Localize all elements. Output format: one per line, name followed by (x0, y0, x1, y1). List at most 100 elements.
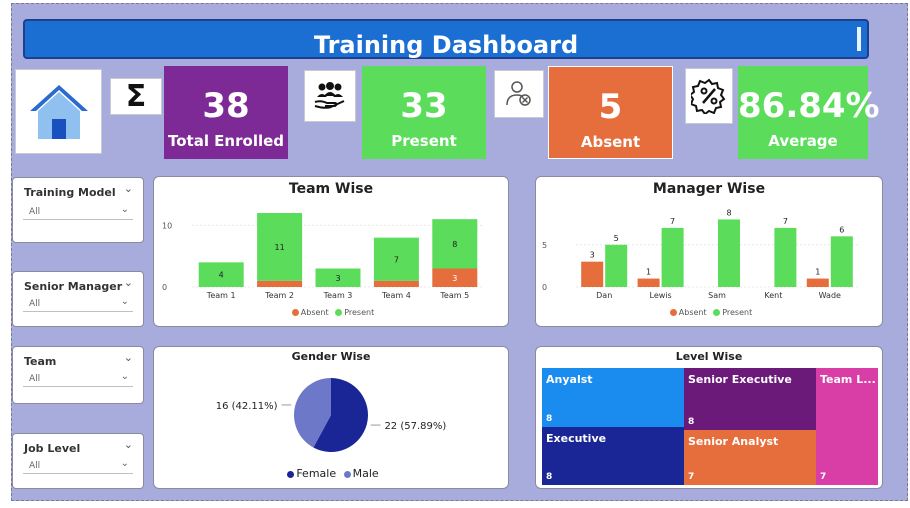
tile-value: 8 (546, 472, 553, 482)
legend-present-dot (713, 309, 721, 316)
sigma-icon: Σ (125, 78, 147, 114)
chart-title: Gender Wise (291, 350, 371, 363)
legend-absent-dot (669, 309, 677, 316)
y-tick-label: 0 (542, 283, 547, 292)
bar-absent (806, 278, 829, 287)
slicer-value: All (29, 374, 41, 384)
chart-title: Manager Wise (652, 181, 766, 197)
chevron-down-icon: ⌄ (120, 458, 129, 469)
y-tick-label: 10 (162, 221, 172, 230)
sigma-icon-box: Σ (110, 78, 162, 115)
absent-icon-box (494, 70, 544, 118)
bar-present (661, 227, 684, 287)
home-icon (29, 84, 88, 139)
kpi-absent-value: 5 (598, 87, 623, 127)
manager-wise-chart: 0 5 3 5 Dan 1 7 Lewis 8 Sam 7 Kent 1 6 Wade (542, 208, 858, 300)
slicer-team[interactable]: Team ⌄ All ⌄ (12, 346, 144, 404)
slicer-senior-manager[interactable]: Senior Manager ⌄ All ⌄ (12, 271, 144, 327)
slicer-value: All (29, 299, 41, 309)
level-wise-panel: Level Wise Anyalst 8 Executive 8 Senior … (535, 346, 883, 489)
chart-legend: Female Male (154, 467, 508, 480)
kpi-average-label: Average (768, 132, 838, 150)
kpi-average: 86.84% Average (738, 66, 880, 159)
x-tick-label: Wade (819, 291, 841, 300)
slicer-label: Training Model (24, 186, 116, 199)
manager-wise-panel: Manager Wise 0 5 3 5 Dan 1 7 Lewis 8 Sam 7 Kent 1 6 Wa… (535, 176, 883, 327)
chart-title: Team Wise (288, 181, 374, 197)
slicer-training-model[interactable]: Training Model ⌄ All ⌄ (12, 177, 144, 243)
gender-wise-chart: 22 (57.89%) 16 (42.11%) (216, 378, 446, 452)
kpi-absent-label: Absent (580, 133, 641, 151)
legend-present-label: Present (722, 308, 753, 317)
data-label: 7 (394, 255, 399, 264)
chart-title: Level Wise (675, 350, 743, 363)
bar-present (432, 219, 478, 269)
chevron-down-icon[interactable]: ⌄ (123, 182, 133, 195)
data-label: 4 (219, 271, 224, 280)
bar-absent (373, 280, 419, 287)
bar-present (198, 262, 244, 287)
slicer-dropdown[interactable]: All ⌄ (23, 204, 133, 220)
slicer-dropdown[interactable]: All ⌄ (23, 371, 133, 387)
pie-slice (294, 378, 331, 448)
x-tick-label: Team 5 (439, 291, 469, 300)
legend-absent-label: Absent (678, 308, 707, 317)
kpi-total-enrolled: 38 Total Enrolled (164, 66, 288, 159)
kpi-enrolled-value: 38 (202, 86, 250, 126)
data-label: 7 (670, 217, 675, 226)
treemap-tile-senior-executive[interactable]: Senior Executive 8 (684, 368, 816, 430)
treemap-tile-team-lead[interactable]: Team L... 7 (816, 368, 878, 485)
kpi-present-value: 33 (400, 86, 448, 126)
data-label: 8 (726, 208, 731, 217)
bar-absent (581, 261, 604, 287)
legend-present-label: Present (344, 308, 375, 317)
chevron-down-icon: ⌄ (120, 371, 129, 382)
x-tick-label: Kent (764, 291, 782, 300)
bar-present (774, 227, 797, 287)
chevron-down-icon[interactable]: ⌄ (123, 276, 133, 289)
chevron-down-icon[interactable]: ⌄ (123, 351, 133, 364)
pie-data-label: 16 (42.11%) (216, 401, 278, 412)
tile-label: Team L... (820, 373, 876, 386)
data-label: 11 (275, 243, 285, 252)
treemap-tile-anyalst[interactable]: Anyalst 8 (542, 368, 684, 427)
title-accent (857, 27, 861, 51)
data-label: 3 (590, 251, 595, 260)
bar-present (373, 237, 419, 281)
home-button[interactable] (15, 69, 102, 154)
bar-absent (637, 278, 660, 287)
kpi-average-value: 86.84% (738, 86, 880, 126)
bar-present (605, 244, 628, 287)
bar-present (257, 213, 303, 281)
chevron-down-icon: ⌄ (120, 204, 129, 215)
chart-legend: Absent Present (536, 308, 882, 317)
tile-value: 8 (688, 417, 695, 427)
slicer-job-level[interactable]: Job Level ⌄ All ⌄ (12, 433, 144, 489)
treemap-tile-senior-analyst[interactable]: Senior Analyst 7 (684, 430, 816, 485)
kpi-present: 33 Present (362, 66, 486, 159)
x-tick-label: Lewis (650, 291, 672, 300)
x-tick-label: Dan (596, 291, 612, 300)
slicer-dropdown[interactable]: All ⌄ (23, 458, 133, 474)
data-label: 5 (614, 234, 619, 243)
kpi-absent: 5 Absent (548, 66, 673, 159)
kpi-present-label: Present (391, 132, 457, 150)
slicer-label: Team (24, 355, 57, 368)
tile-label: Senior Executive (688, 373, 792, 386)
team-icon-box (304, 70, 356, 122)
slicer-value: All (29, 461, 41, 471)
bar-present (830, 236, 853, 287)
data-label: 3 (452, 274, 457, 283)
treemap-tile-executive[interactable]: Executive 8 (542, 427, 684, 485)
legend-female-dot (287, 471, 295, 478)
tile-value: 7 (688, 472, 695, 482)
kpi-enrolled-label: Total Enrolled (167, 132, 285, 150)
data-label: 1 (646, 268, 651, 277)
bar-absent (432, 268, 478, 287)
y-tick-label: 0 (162, 283, 167, 292)
team-wise-chart: 0 10 4 Team 1 11 Team 2 3 Team 3 7 Team 4 8 3 Team 5 (162, 213, 484, 300)
bar-present (315, 268, 361, 287)
slicer-dropdown[interactable]: All ⌄ (23, 296, 133, 312)
chevron-down-icon[interactable]: ⌄ (123, 438, 133, 451)
gender-wise-panel: Gender Wise 22 (57.89%) 16 (42.11%) Femal… (153, 346, 509, 489)
